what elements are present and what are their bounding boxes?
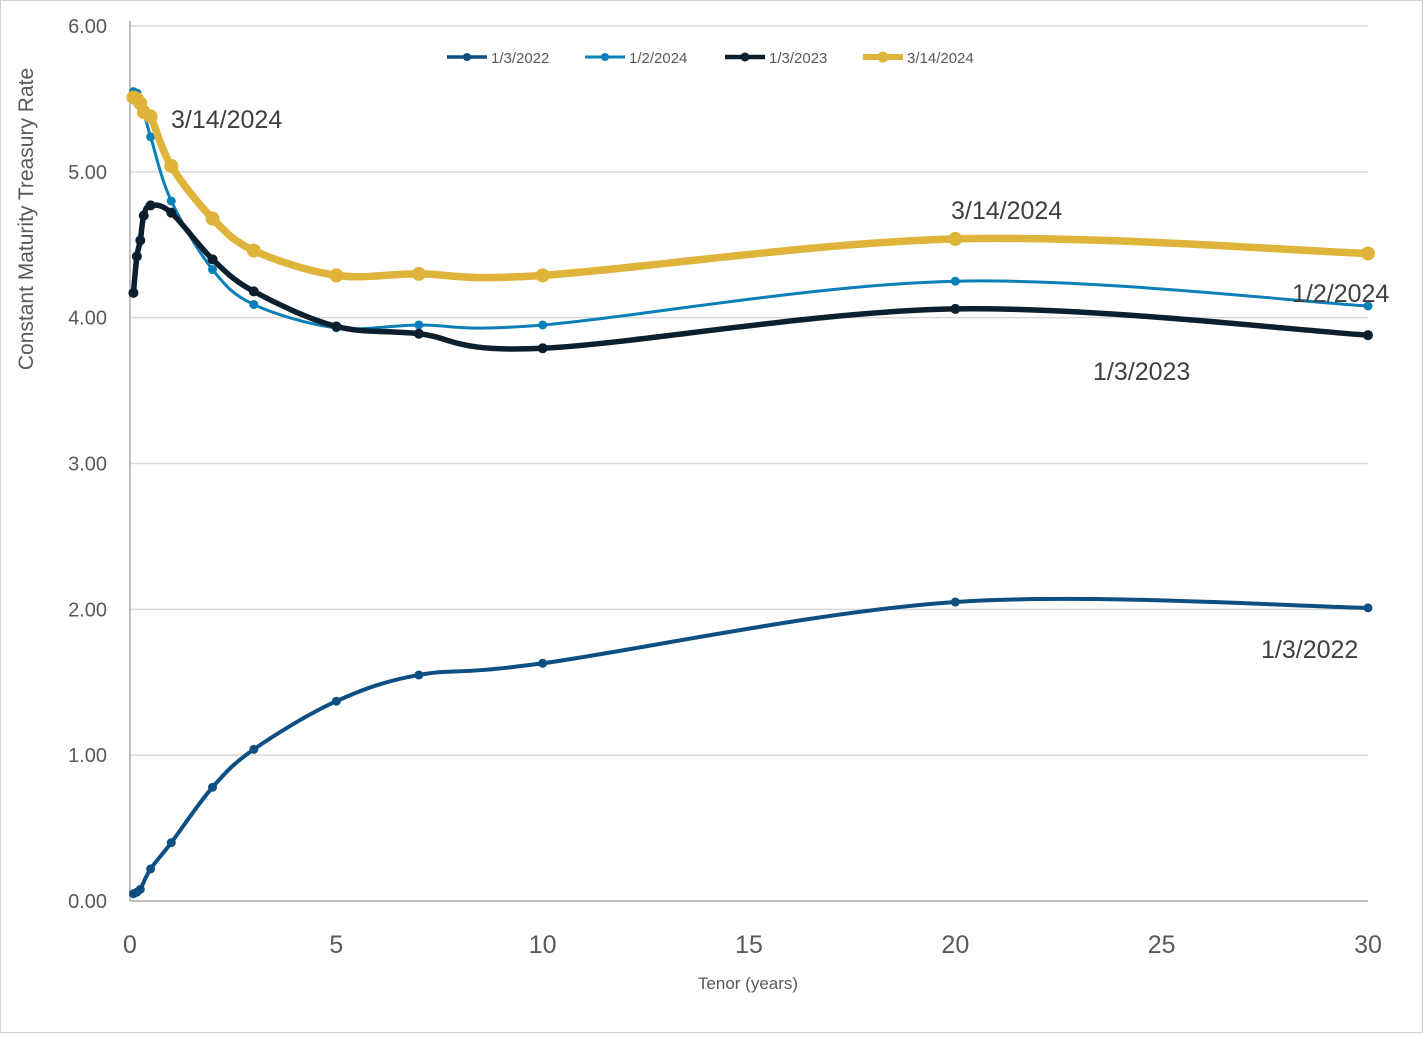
legend-item: 1/3/2022 (447, 50, 549, 67)
data-point (135, 235, 146, 246)
data-point (538, 658, 548, 668)
data-point (948, 231, 963, 246)
data-point (164, 159, 179, 173)
legend-label: 1/2/2024 (629, 50, 687, 67)
data-point (207, 254, 218, 265)
legend-item: 1/3/2023 (725, 50, 827, 67)
data-point (208, 782, 218, 792)
data-point (135, 884, 145, 894)
data-point (131, 251, 142, 262)
data-point (1363, 603, 1373, 613)
data-point (249, 300, 259, 310)
series-line (130, 202, 1371, 352)
annotation-label: 3/14/2024 (171, 106, 282, 134)
x-tick-label: 30 (1354, 931, 1382, 959)
data-point (413, 328, 424, 339)
data-point (950, 303, 961, 314)
data-point (537, 343, 548, 354)
x-tick-label: 10 (529, 931, 557, 959)
data-point (166, 838, 176, 848)
data-point (950, 276, 960, 286)
legend-item: 1/2/2024 (585, 50, 687, 67)
legend-label: 1/3/2023 (769, 50, 827, 67)
data-point (146, 864, 156, 874)
data-point (538, 320, 548, 330)
annotation-label: 1/3/2023 (1093, 358, 1190, 386)
data-point (249, 744, 259, 754)
x-tick-label: 5 (329, 931, 343, 959)
data-point (166, 207, 177, 218)
x-tick-label: 0 (123, 931, 137, 959)
legend-marker (601, 53, 609, 61)
y-axis-label: Constant Maturity Treasury Rate (15, 68, 38, 370)
annotation-label: 1/3/2022 (1261, 636, 1358, 664)
series-group (126, 87, 1375, 899)
legend-label: 3/14/2024 (907, 50, 974, 67)
data-point (248, 286, 259, 297)
gridlines (130, 25, 1368, 756)
legend-marker (463, 53, 471, 61)
data-point (1361, 246, 1375, 261)
y-tick-label: 5.00 (68, 162, 107, 184)
x-tick-label: 15 (735, 931, 763, 959)
data-point (1363, 330, 1373, 341)
data-point (146, 132, 156, 142)
series-1-3-2022 (128, 596, 1373, 899)
data-point (1363, 301, 1373, 311)
annotation-label: 3/14/2024 (951, 197, 1062, 225)
x-axis-label: Tenor (years) (698, 974, 798, 993)
x-tick-label: 20 (941, 931, 969, 959)
y-tick-label: 6.00 (68, 16, 107, 38)
legend-item: 3/14/2024 (863, 50, 974, 67)
series-line (131, 90, 1370, 331)
series-line (129, 93, 1372, 282)
series-3-14-2024 (126, 90, 1375, 283)
legend-label: 1/3/2022 (491, 50, 549, 67)
series-line (131, 596, 1370, 896)
data-point (331, 696, 341, 706)
data-point (166, 196, 176, 206)
axes: 0.00 1.00 2.00 3.00 4.00 5.00 6.00 0 5 10 15 20 25 30 (68, 16, 1382, 959)
data-point (246, 243, 261, 258)
data-point (331, 321, 342, 332)
data-point (208, 265, 218, 275)
y-tick-label: 1.00 (68, 745, 107, 767)
y-tick-label: 4.00 (68, 308, 107, 330)
legend-marker (740, 52, 750, 62)
y-tick-label: 3.00 (68, 454, 107, 476)
annotation-label: 1/2/2024 (1292, 280, 1389, 308)
legend-marker (877, 51, 889, 63)
series-1-3-2023 (128, 200, 1373, 354)
y-tick-label: 2.00 (68, 599, 107, 621)
data-point (414, 670, 424, 680)
y-tick-label: 0.00 (68, 891, 107, 913)
data-point (205, 211, 220, 226)
data-point (411, 266, 426, 281)
x-tick-label: 25 (1148, 931, 1176, 959)
data-point (329, 268, 344, 283)
legend: 1/3/2022 1/2/2024 1/3/2023 3/14/2024 (447, 50, 974, 67)
annotations: 3/14/2024 3/14/2024 1/2/2024 1/3/2023 1/3/20… (171, 106, 1389, 664)
data-point (143, 109, 158, 124)
data-point (950, 597, 960, 607)
series-1-2-2024 (128, 87, 1373, 333)
data-point (145, 200, 156, 211)
data-point (414, 320, 424, 330)
data-point (535, 268, 550, 283)
data-point (128, 287, 139, 298)
data-point (138, 210, 149, 221)
